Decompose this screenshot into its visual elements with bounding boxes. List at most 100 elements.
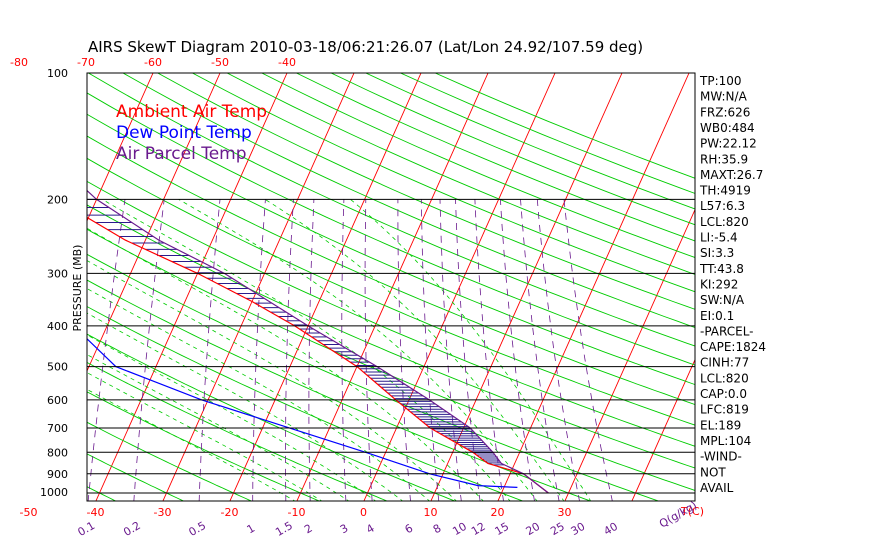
bottom-temp-tick-label: -30 — [154, 506, 172, 519]
pressure-tick-label: 300 — [47, 267, 68, 280]
dry-adiabat-line — [157, 73, 695, 310]
mixing-ratio-line — [474, 199, 504, 501]
dry-adiabat-line — [87, 204, 695, 469]
mixing-ratio-line — [536, 199, 580, 501]
top-temp-tick-label: -80 — [10, 56, 28, 69]
top-temp-tick-label: -60 — [144, 56, 162, 69]
axis-labels: 1002003004005006007008009001000-120-110-… — [10, 56, 620, 539]
stats-panel-item: CINH:77 — [700, 356, 749, 370]
bottom-temp-tick-label: -40 — [87, 506, 105, 519]
y-axis-label: PRESSURE (MB) — [71, 245, 84, 332]
stats-panel-item: -PARCEL- — [700, 324, 754, 338]
mixing-ratio-line — [455, 199, 481, 501]
mixing-ratio-tick-label: 1 — [245, 522, 258, 537]
mixing-ratio-line — [520, 199, 560, 501]
dry-adiabat-line — [87, 180, 695, 447]
stats-panel-item: NOT — [700, 465, 726, 479]
stats-panel-item: TP:100 — [699, 74, 742, 88]
bottom-temp-tick-label: 0 — [360, 506, 367, 519]
x-axis-label-tc: T(C) — [680, 505, 704, 518]
mixing-ratio-line — [364, 199, 373, 501]
dry-adiabat-line — [261, 73, 695, 259]
mixing-ratio-line — [420, 199, 440, 501]
ambient-temp-line — [87, 216, 549, 494]
dry-adiabat-line — [87, 279, 592, 501]
isotherm-line — [497, 73, 690, 501]
moist-adiabat-line — [178, 199, 538, 501]
stats-panel-item: SI:3.3 — [700, 246, 734, 260]
moist-adiabat-line — [87, 354, 350, 501]
bottom-temp-tick-label: -10 — [288, 506, 306, 519]
mixing-ratio-tick-label: 8 — [431, 522, 444, 537]
isotherm-line — [430, 73, 623, 501]
mixing-ratio-line — [341, 199, 347, 501]
top-temp-tick-label: -50 — [211, 56, 229, 69]
isotherm-line — [95, 73, 288, 501]
mixing-ratio-tick-label: 0.2 — [121, 519, 143, 539]
mixing-ratio-tick-label: 15 — [493, 520, 512, 538]
mixing-ratio-tick-label: 20 — [524, 520, 543, 538]
moist-adiabat-line — [87, 227, 484, 501]
stats-panel-item: L57:6.3 — [700, 199, 745, 213]
dry-adiabat-line — [435, 73, 695, 179]
top-temp-tick-label: -70 — [77, 56, 95, 69]
stats-panel-item: SW:N/A — [700, 293, 745, 307]
bottom-temp-tick-label: 10 — [424, 506, 438, 519]
isotherm-line — [87, 73, 221, 373]
stats-panel-item: CAP:0.0 — [700, 387, 747, 401]
moist-adiabat-line — [87, 372, 323, 501]
mixing-ratio-line — [252, 199, 266, 501]
bottom-temp-tick-label: 20 — [491, 506, 505, 519]
cape-hatching — [87, 198, 505, 466]
stats-panel-item: WB0:484 — [700, 121, 755, 135]
mixing-ratio-tick-label: 1.5 — [273, 519, 295, 539]
isotherm-line — [229, 73, 422, 501]
mixing-ratio-line — [500, 199, 535, 501]
stats-panel-item: LFC:819 — [700, 403, 749, 417]
dry-adiabat-line — [87, 135, 695, 406]
chart-title: AIRS SkewT Diagram 2010-03-18/06:21:26.0… — [88, 38, 643, 56]
moist-adiabat-line — [350, 199, 592, 501]
dry-adiabat-line — [87, 228, 695, 491]
legend-dewpoint: Dew Point Temp — [116, 123, 252, 143]
mixing-ratio-line — [285, 199, 294, 501]
isotherm-line — [631, 358, 695, 501]
dry-adiabat-line — [87, 361, 389, 501]
stats-panel-item: PW:22.12 — [700, 137, 757, 151]
mixing-ratio-line — [198, 199, 221, 501]
legend-ambient: Ambient Air Temp — [116, 102, 267, 122]
isotherm-line — [162, 73, 355, 501]
pressure-tick-label: 400 — [47, 320, 68, 333]
dry-adiabat-line — [88, 73, 695, 347]
dry-adiabat-line — [122, 73, 695, 329]
stats-panel-item: CAPE:1824 — [700, 340, 766, 354]
dry-adiabat-line — [87, 92, 695, 366]
mixing-ratio-tick-label: 0.1 — [76, 519, 98, 539]
pressure-tick-label: 100 — [47, 67, 68, 80]
mixing-ratio-line — [439, 199, 462, 501]
pressure-tick-label: 500 — [47, 361, 68, 374]
dry-adiabat-line — [87, 157, 695, 426]
stats-panel-item: FRZ:626 — [700, 105, 750, 119]
mixing-ratio-tick-label: 6 — [403, 522, 416, 537]
mixing-ratio-line — [563, 199, 613, 501]
stats-panel-item: KI:292 — [700, 277, 738, 291]
dry-adiabat-line — [87, 253, 660, 501]
mixing-ratio-tick-label: 0.5 — [187, 519, 209, 539]
pressure-tick-label: 700 — [47, 422, 68, 435]
isotherm-line — [564, 208, 695, 501]
mixing-ratio-tick-label: 25 — [548, 520, 567, 538]
stats-panel-item: MAXT:26.7 — [700, 168, 763, 182]
stats-panel-item: LI:-5.4 — [700, 231, 738, 245]
dry-adiabat-line — [87, 113, 695, 386]
moist-adiabat-line — [87, 260, 457, 501]
mixing-ratio-line — [133, 199, 165, 501]
isotherm-line — [87, 73, 154, 222]
pressure-tick-label: 600 — [47, 394, 68, 407]
bottom-temp-tick-label: -50 — [20, 506, 38, 519]
stats-panel-item: AVAIL — [700, 481, 734, 495]
moist-adiabat-line — [87, 288, 431, 501]
